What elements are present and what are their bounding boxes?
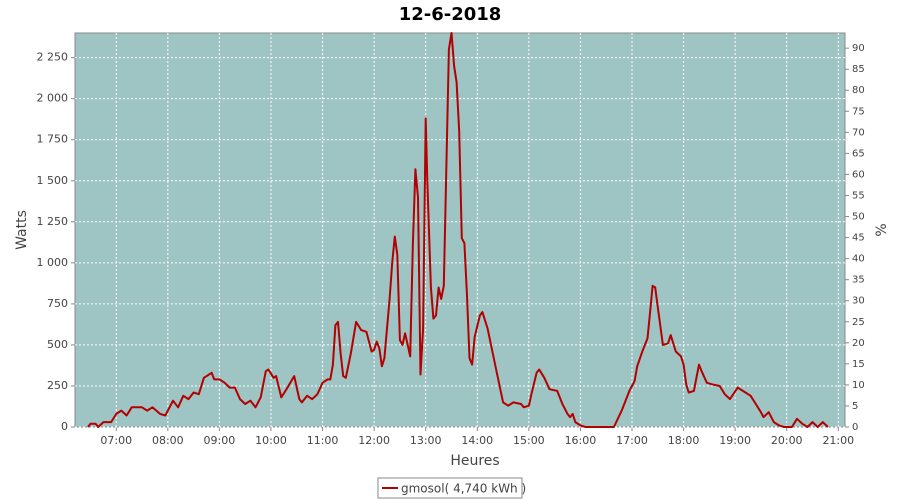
y-tick-label: 1 000 — [37, 256, 69, 269]
x-tick-label: 18:00 — [668, 434, 700, 447]
x-tick-label: 19:00 — [719, 434, 751, 447]
x-tick-label: 13:00 — [410, 434, 442, 447]
y2-tick-label: 5 — [852, 401, 858, 412]
y2-tick-label: 50 — [852, 212, 865, 223]
y2-tick-label: 15 — [852, 359, 865, 370]
y-tick-label: 1 750 — [37, 133, 69, 146]
y2-tick-label: 45 — [852, 233, 865, 244]
y-tick-label: 0 — [61, 420, 68, 433]
y-tick-label: 750 — [47, 297, 68, 310]
y2-tick-label: 75 — [852, 106, 865, 117]
y-tick-label: 2 000 — [37, 92, 69, 105]
x-tick-label: 10:00 — [255, 434, 287, 447]
y2-tick-label: 70 — [852, 127, 865, 138]
y2-tick-label: 60 — [852, 169, 865, 180]
y2-tick-label: 30 — [852, 296, 865, 307]
x-tick-label: 16:00 — [565, 434, 597, 447]
x-axis-title: Heures — [450, 453, 499, 469]
y2-axis-title: % — [874, 223, 890, 236]
y2-tick-label: 0 — [852, 422, 858, 433]
y-axis-title: Watts — [14, 210, 30, 250]
y-tick-label: 500 — [47, 338, 68, 351]
y2-tick-label: 40 — [852, 254, 865, 265]
x-tick-label: 20:00 — [771, 434, 803, 447]
y-tick-label: 1 500 — [37, 174, 69, 187]
y2-tick-label: 90 — [852, 43, 865, 54]
y-tick-label: 1 250 — [37, 215, 69, 228]
y2-tick-label: 25 — [852, 317, 865, 328]
series-line — [87, 32, 829, 428]
y2-tick-label: 80 — [852, 85, 865, 96]
y-tick-label: 250 — [47, 379, 68, 392]
x-tick-label: 09:00 — [204, 434, 236, 447]
y2-tick-label: 65 — [852, 148, 865, 159]
x-tick-label: 21:00 — [822, 434, 854, 447]
x-tick-label: 15:00 — [513, 434, 545, 447]
plot-area — [74, 32, 846, 428]
x-tick-label: 11:00 — [307, 434, 339, 447]
y2-tick-label: 55 — [852, 190, 865, 201]
y2-tick-label: 85 — [852, 64, 865, 75]
x-tick-label: 07:00 — [100, 434, 132, 447]
y2-tick-label: 20 — [852, 338, 865, 349]
chart-title: 12-6-2018 — [399, 4, 502, 25]
y-tick-label: 2 250 — [37, 51, 69, 64]
legend-box — [377, 477, 523, 499]
x-tick-label: 17:00 — [616, 434, 648, 447]
x-tick-label: 14:00 — [461, 434, 493, 447]
y2-tick-label: 10 — [852, 380, 865, 391]
y2-tick-label: 35 — [852, 275, 865, 286]
legend-label: gmosol( 4,740 kWh ) — [401, 482, 526, 496]
x-tick-label: 08:00 — [152, 434, 184, 447]
x-tick-label: 12:00 — [358, 434, 390, 447]
